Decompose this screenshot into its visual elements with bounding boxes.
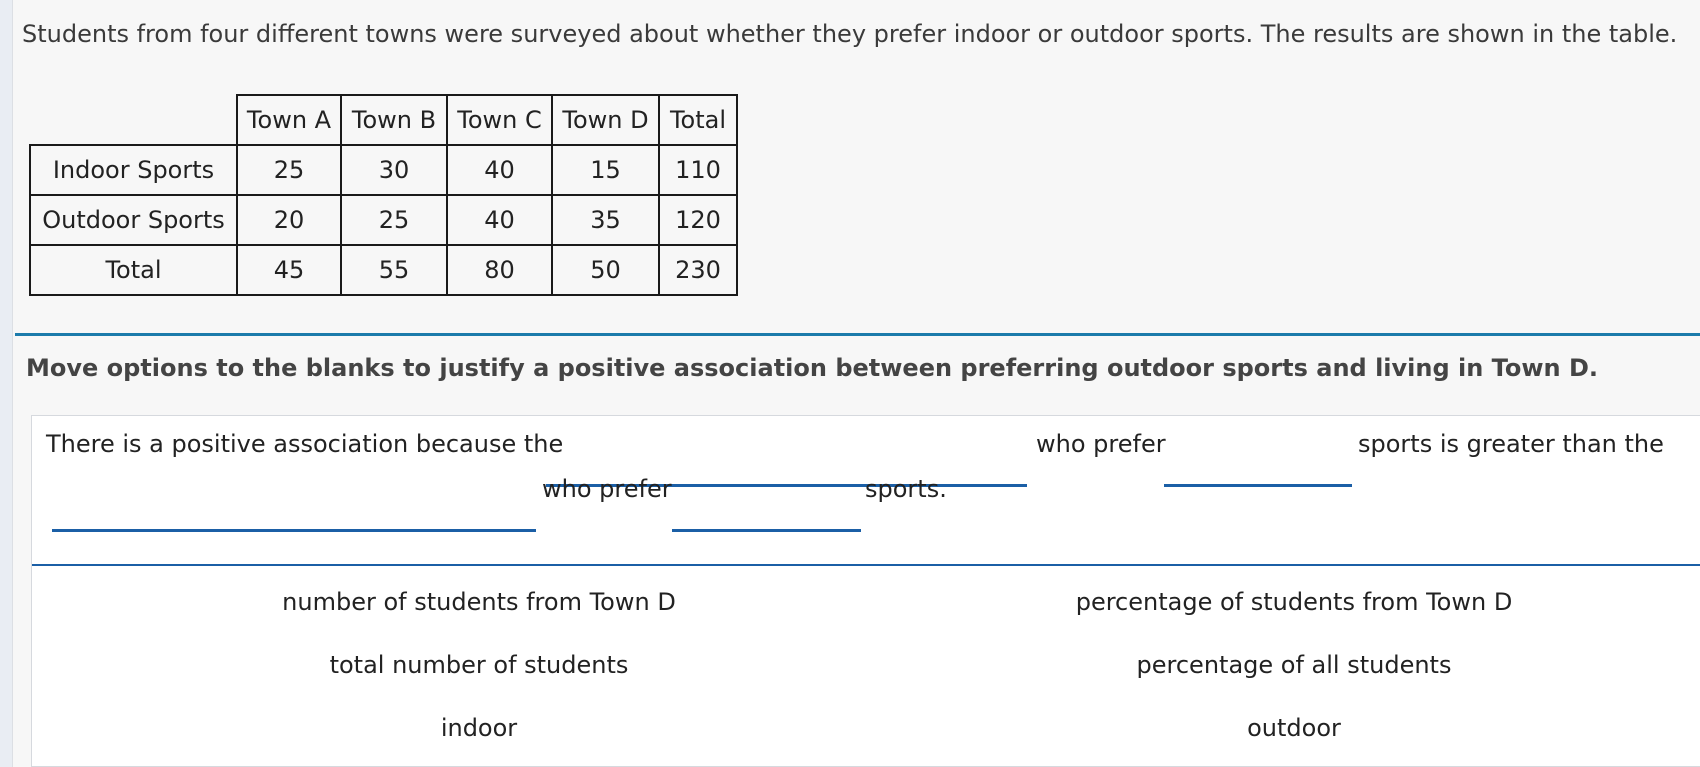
table-corner-cell <box>30 95 238 146</box>
table-cell: 110 <box>658 144 738 196</box>
table-cell: 35 <box>551 194 660 246</box>
option-outdoor[interactable]: outdoor <box>1247 714 1341 742</box>
sentence-text-part-2: who prefer <box>1036 430 1166 458</box>
column-header: Town B <box>340 94 448 146</box>
option-percentage-students-town-d[interactable]: percentage of students from Town D <box>1075 588 1513 616</box>
column-header: Town A <box>236 94 342 146</box>
row-header: Indoor Sports <box>29 144 238 196</box>
sentence-text-part-4: who prefer <box>542 475 672 503</box>
table-cell: 25 <box>236 144 342 196</box>
question-stem: Students from four different towns were … <box>22 20 1678 48</box>
table-cell: 50 <box>551 244 660 296</box>
table-cell: 120 <box>658 194 738 246</box>
table-cell: 15 <box>551 144 660 196</box>
column-header: Town C <box>446 94 553 146</box>
table-cell: 25 <box>340 194 448 246</box>
table-cell: 40 <box>446 194 553 246</box>
option-indoor[interactable]: indoor <box>440 714 518 742</box>
option-percentage-all-students[interactable]: percentage of all students <box>1136 651 1452 679</box>
table-cell: 40 <box>446 144 553 196</box>
table-row: Total 45 55 80 50 230 <box>29 244 738 296</box>
table-row: Indoor Sports 25 30 40 15 110 <box>29 144 738 196</box>
sentence-drop-zone: There is a positive association because … <box>32 416 1700 564</box>
sentence-text-part-3: sports is greater than the <box>1358 430 1664 458</box>
row-header: Total <box>29 244 238 296</box>
question-frame: Students from four different towns were … <box>12 0 1700 767</box>
drag-drop-card: There is a positive association because … <box>31 415 1700 767</box>
options-divider <box>32 564 1700 566</box>
option-total-number-students[interactable]: total number of students <box>329 651 629 679</box>
table-cell: 30 <box>340 144 448 196</box>
sentence-text-part-1: There is a positive association because … <box>46 430 564 458</box>
table-cell: 230 <box>658 244 738 296</box>
table-cell: 45 <box>236 244 342 296</box>
blank-1[interactable] <box>546 484 1027 487</box>
table-header-row: Town A Town B Town C Town D Total <box>30 94 738 146</box>
table-row: Outdoor Sports 20 25 40 35 120 <box>29 194 738 246</box>
option-number-students-town-d[interactable]: number of students from Town D <box>282 588 676 616</box>
row-header: Outdoor Sports <box>29 194 238 246</box>
column-header: Total <box>658 94 738 146</box>
table-cell: 80 <box>446 244 553 296</box>
blank-2[interactable] <box>1164 484 1352 487</box>
table-cell: 20 <box>236 194 342 246</box>
prompt-area: Students from four different towns were … <box>13 0 1700 334</box>
table-cell: 55 <box>340 244 448 296</box>
blank-3[interactable] <box>52 529 536 532</box>
sentence-text-part-5: sports. <box>865 475 947 503</box>
survey-table: Town A Town B Town C Town D Total Indoor… <box>29 94 738 296</box>
column-header: Town D <box>551 94 660 146</box>
section-divider <box>15 333 1700 336</box>
blank-4[interactable] <box>672 529 861 532</box>
instruction-text: Move options to the blanks to justify a … <box>26 354 1598 382</box>
